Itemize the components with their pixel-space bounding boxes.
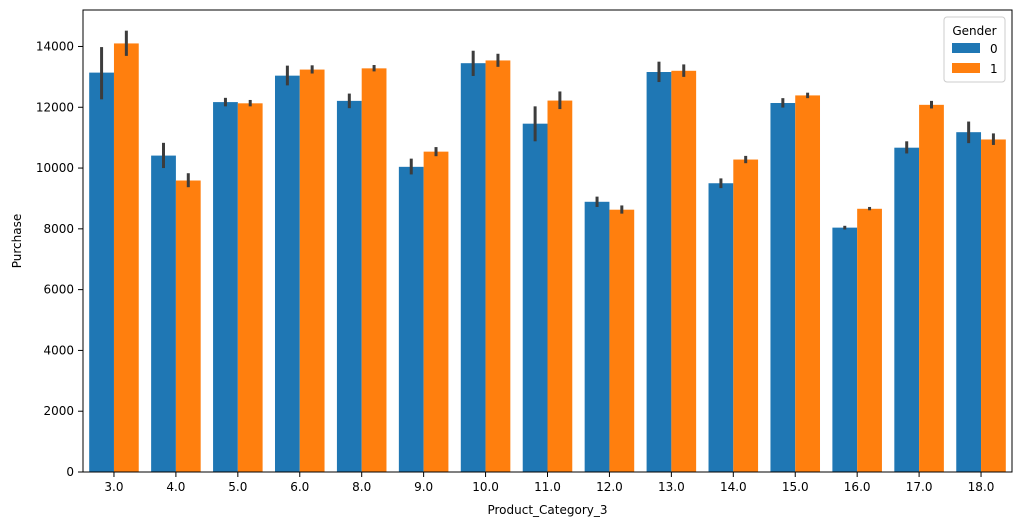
legend-label-0: 0 [990, 42, 998, 56]
bar-gender-0-cat-16.0 [832, 227, 858, 472]
x-tick-label: 13.0 [658, 480, 685, 494]
bar-gender-0-cat-12.0 [584, 201, 610, 473]
legend-label-1: 1 [990, 62, 998, 76]
x-tick-label: 18.0 [968, 480, 995, 494]
bar-gender-0-cat-8.0 [336, 100, 362, 473]
bar-gender-1-cat-15.0 [795, 95, 821, 472]
bar-gender-1-cat-12.0 [609, 209, 635, 472]
x-tick-label: 3.0 [104, 480, 123, 494]
bar-gender-1-cat-11.0 [547, 100, 573, 472]
x-tick-label: 15.0 [782, 480, 809, 494]
bar-gender-0-cat-6.0 [274, 75, 300, 472]
x-tick-label: 17.0 [906, 480, 933, 494]
bar-gender-0-cat-15.0 [770, 103, 796, 472]
y-axis-label: Purchase [10, 214, 24, 269]
x-tick-label: 11.0 [534, 480, 561, 494]
bar-gender-0-cat-3.0 [89, 72, 114, 472]
x-tick-label: 16.0 [844, 480, 871, 494]
x-tick-label: 12.0 [596, 480, 623, 494]
x-tick-label: 9.0 [414, 480, 433, 494]
legend-title: Gender [952, 24, 996, 38]
bar-gender-1-cat-16.0 [857, 208, 882, 472]
y-tick-label: 12000 [36, 100, 74, 114]
legend-swatch-1 [952, 63, 980, 73]
bar-gender-1-cat-9.0 [423, 151, 449, 473]
bar-gender-1-cat-14.0 [733, 159, 759, 472]
bar-gender-1-cat-5.0 [237, 103, 263, 473]
bar-gender-1-cat-17.0 [919, 104, 944, 473]
y-tick-label: 4000 [43, 343, 74, 357]
bar-gender-0-cat-13.0 [646, 72, 672, 473]
x-axis-label: Product_Category_3 [487, 503, 607, 517]
bar-gender-0-cat-5.0 [213, 102, 238, 472]
y-tick-label: 8000 [43, 222, 74, 236]
bar-gender-1-cat-3.0 [113, 43, 139, 473]
y-tick-label: 6000 [43, 283, 74, 297]
y-tick-label: 0 [66, 465, 74, 479]
x-tick-label: 6.0 [290, 480, 309, 494]
y-tick-label: 2000 [43, 404, 74, 418]
x-tick-label: 10.0 [472, 480, 499, 494]
x-tick-label: 8.0 [352, 480, 371, 494]
bar-gender-1-cat-8.0 [361, 68, 387, 472]
bar-gender-1-cat-6.0 [299, 69, 325, 473]
bar-gender-0-cat-11.0 [522, 123, 548, 472]
bar-gender-1-cat-4.0 [175, 180, 201, 473]
x-tick-label: 5.0 [228, 480, 247, 494]
x-tick-label: 14.0 [720, 480, 747, 494]
bar-gender-0-cat-9.0 [398, 166, 424, 472]
y-tick-label: 14000 [36, 39, 74, 53]
bar-gender-0-cat-4.0 [151, 155, 176, 472]
bar-gender-0-cat-17.0 [894, 147, 920, 472]
legend: Gender 0 1 [943, 16, 1006, 83]
legend-swatch-0 [952, 43, 980, 53]
bar-gender-0-cat-18.0 [956, 132, 982, 473]
axes-layer: 0 2000 4000 6000 8000 10000 12000 14000 3.0 4.0 5.… [36, 9, 1013, 494]
y-tick-label: 10000 [36, 161, 74, 175]
bars-layer [89, 43, 1006, 473]
bar-gender-1-cat-13.0 [671, 70, 697, 472]
bar-gender-1-cat-10.0 [485, 60, 511, 472]
x-tick-label: 4.0 [166, 480, 185, 494]
bar-gender-1-cat-18.0 [981, 139, 1006, 473]
bar-gender-0-cat-14.0 [708, 183, 734, 472]
error-bars-layer [100, 30, 995, 230]
bar-gender-0-cat-10.0 [460, 63, 486, 472]
